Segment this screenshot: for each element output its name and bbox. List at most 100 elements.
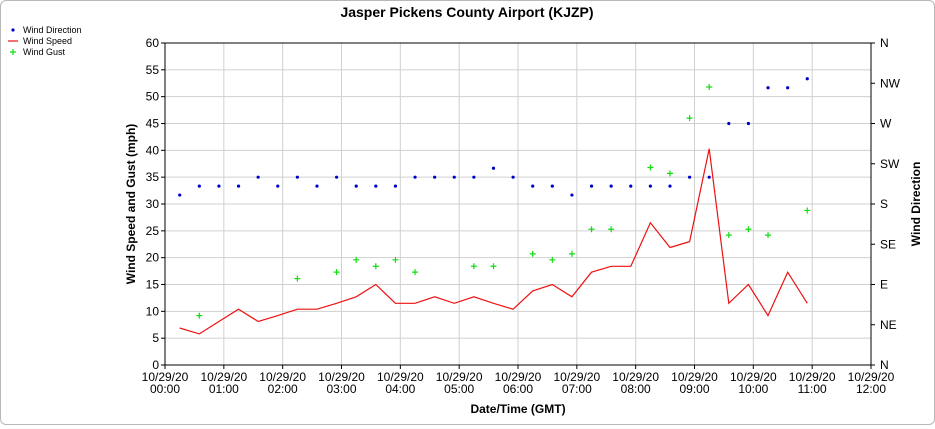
wind-gust-point: [333, 269, 340, 276]
legend-label: Wind Gust: [23, 47, 66, 57]
wind-gust-point: [588, 226, 595, 233]
y-tick-label: 0: [152, 358, 159, 372]
wind-gust-point: [549, 256, 556, 263]
wind-direction-point: [746, 121, 751, 126]
y-tick-label: 30: [146, 197, 160, 211]
y-tick-label: 35: [146, 170, 160, 184]
wind-direction-point: [413, 175, 417, 179]
wind-gust-point: [647, 164, 654, 171]
y-tick-label: 45: [146, 117, 160, 131]
wind-gust-point: [490, 263, 497, 270]
legend-label: Wind Direction: [23, 25, 82, 35]
y-tick-label: 50: [146, 90, 160, 104]
wind-direction-point: [315, 184, 319, 188]
y2-tick-label: W: [880, 117, 892, 131]
wind-direction-point: [393, 184, 398, 188]
wind-direction-point: [766, 86, 770, 90]
wind-direction-point: [531, 184, 535, 188]
wind-speed-line: [179, 148, 808, 335]
x-tick-label: 10/29/20 10:00: [730, 370, 777, 396]
wind-gust-point: [470, 263, 477, 270]
x-tick-label: 10/29/20 12:00: [848, 370, 895, 396]
y-tick-label: 55: [146, 63, 160, 77]
y-tick-label: 40: [146, 143, 160, 157]
wind-direction-point: [727, 121, 731, 126]
wind-gust-point: [353, 256, 360, 263]
wind-gust-point: [765, 232, 772, 239]
y2-tick-label: S: [880, 197, 888, 211]
wind-gust-point: [529, 250, 536, 257]
y-axis-right: N NE E SE S SW W NW N: [871, 36, 901, 372]
x-tick-label: 10/29/20 02:00: [259, 370, 306, 396]
y-tick-label: 20: [146, 251, 160, 265]
wind-direction-point: [276, 184, 280, 188]
wind-direction-point: [217, 184, 221, 188]
legend-dot-marker: [11, 28, 15, 32]
y2-tick-label: N: [880, 358, 889, 372]
x-tick-label: 10/29/20 06:00: [495, 370, 542, 396]
wind-direction-point: [491, 166, 496, 170]
legend-label: Wind Speed: [23, 36, 72, 46]
wind-gust-point: [392, 256, 399, 263]
wind-direction-point: [295, 175, 299, 179]
y-axis-left: 0 5 10 15 20 25 30 35 40 45 50 55 60: [146, 36, 165, 372]
wind-direction-point: [472, 175, 476, 179]
wind-direction-point: [511, 175, 515, 179]
wind-gust-point: [294, 275, 301, 282]
x-tick-label: 10/29/20 04:00: [377, 370, 424, 396]
y-tick-label: 25: [146, 224, 160, 238]
y-tick-label: 5: [152, 331, 159, 345]
wind-gust-point: [706, 84, 713, 91]
y2-tick-label: NE: [880, 318, 897, 332]
wind-gust-point: [412, 269, 419, 276]
wind-direction-point: [707, 175, 711, 179]
x-tick-label: 10/29/20 05:00: [436, 370, 483, 396]
wind-gust-point: [196, 312, 203, 319]
wind-direction-point: [374, 184, 378, 188]
wind-direction-point: [805, 77, 809, 81]
x-tick-label: 10/29/20 01:00: [200, 370, 247, 396]
x-axis: 10/29/20 00:00 10/29/20 01:00 10/29/20 02:00 1…: [142, 365, 895, 396]
wind-direction-point: [668, 184, 672, 188]
y2-tick-label: E: [880, 278, 888, 292]
wind-direction-point: [648, 184, 652, 188]
chart-title: Jasper Pickens County Airport (KJZP): [340, 4, 593, 20]
wind-direction-point: [334, 175, 339, 179]
y-tick-label: 15: [146, 278, 160, 292]
wind-gust-point: [608, 226, 615, 233]
y2-axis-title: Wind Direction: [909, 162, 923, 247]
legend-plus-marker: [10, 49, 16, 55]
grid-lines: [164, 42, 872, 366]
y-tick-label: 60: [146, 36, 160, 50]
wind-direction-point: [256, 175, 260, 179]
y-tick-label: 10: [146, 304, 160, 318]
wind-direction-point: [354, 184, 358, 188]
wind-direction-point: [589, 184, 594, 188]
wind-direction-point: [236, 184, 241, 188]
x-tick-label: 10/29/20 03:00: [318, 370, 365, 396]
y-axis-title: Wind Speed and Gust (mph): [124, 124, 138, 285]
y2-tick-label: SW: [880, 157, 900, 171]
series-layer: [178, 77, 811, 335]
wind-direction-point: [609, 184, 613, 188]
wind-direction-point: [550, 184, 554, 188]
x-tick-label: 10/29/20 08:00: [612, 370, 659, 396]
wind-direction-point: [178, 193, 182, 197]
wind-gust-point: [372, 263, 379, 270]
y2-tick-label: N: [880, 36, 889, 50]
x-tick-label: 10/29/20 09:00: [671, 370, 718, 396]
wind-gust-point: [725, 232, 732, 239]
wind-gust-point: [804, 207, 811, 214]
wind-direction-point: [786, 86, 790, 90]
wind-gust-point: [568, 250, 575, 257]
wind-direction-point: [687, 175, 692, 179]
wind-direction-point: [197, 184, 201, 188]
x-tick-label: 10/29/20 00:00: [142, 370, 189, 396]
y2-tick-label: NW: [880, 76, 901, 90]
x-tick-label: 10/29/20 07:00: [553, 370, 600, 396]
wind-direction-point: [629, 184, 633, 188]
wind-direction-point: [433, 175, 437, 179]
